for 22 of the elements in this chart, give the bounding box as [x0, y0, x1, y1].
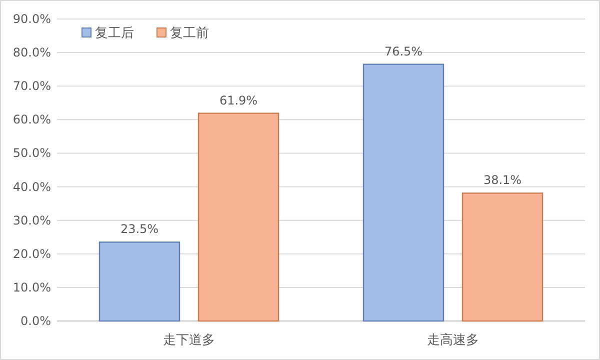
data-label: 38.1%	[483, 173, 522, 188]
bar	[98, 242, 180, 322]
y-tick-label: 50.0%	[12, 146, 51, 160]
y-tick-label: 30.0%	[12, 213, 51, 228]
y-tick-label: 70.0%	[12, 79, 51, 94]
y-tick-label: 20.0%	[12, 246, 51, 261]
bar	[362, 64, 444, 322]
data-label: 61.9%	[219, 93, 258, 108]
y-tick-label: 0.0%	[20, 314, 51, 328]
legend-label: 复工后	[95, 26, 134, 41]
bar	[462, 192, 544, 322]
y-tick-label: 10.0%	[12, 280, 51, 294]
bar	[198, 112, 280, 322]
y-tick-label: 60.0%	[12, 112, 51, 127]
legend-label: 复工前	[170, 26, 209, 41]
x-tick-label: 走高速多	[427, 332, 479, 348]
y-tick-label: 80.0%	[12, 46, 51, 60]
x-tick-label: 走下道多	[163, 333, 215, 348]
y-tick-label: 90.0%	[12, 12, 51, 26]
data-label: 23.5%	[120, 222, 159, 236]
data-label: 76.5%	[384, 44, 423, 58]
y-tick-label: 40.0%	[12, 180, 51, 194]
